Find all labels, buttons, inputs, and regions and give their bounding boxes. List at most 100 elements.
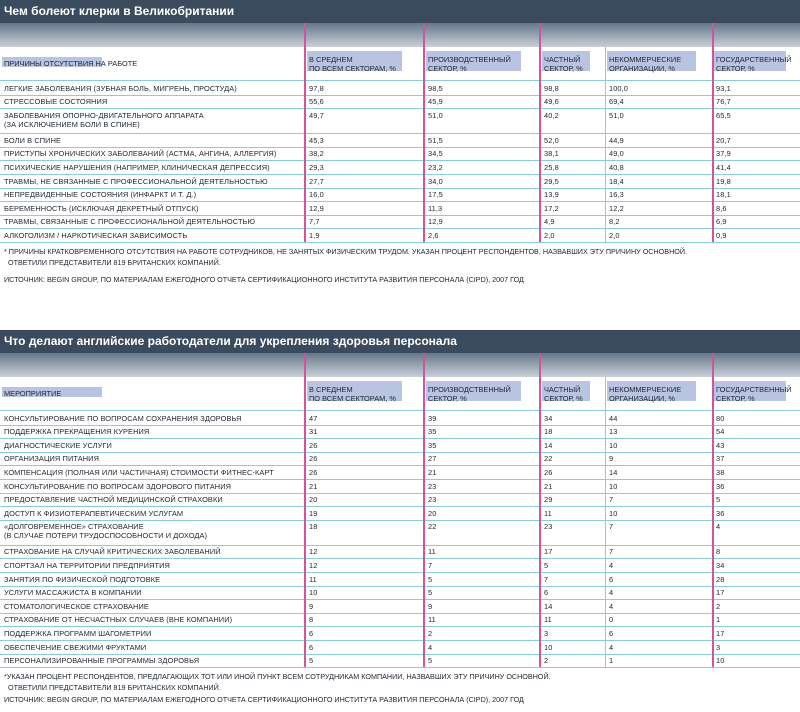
row-label: БЕРЕМЕННОСТЬ (ИСКЛЮЧАЯ ДЕКРЕТНЫЙ ОТПУСК) [4,203,199,213]
cell-value: 10 [609,481,618,491]
row-line [0,544,800,546]
cell-value: 0,9 [716,230,727,240]
row-label: ОРГАНИЗАЦИЯ ПИТАНИЯ [4,454,100,464]
column-divider [605,47,606,242]
cell-value: 18 [309,522,318,532]
cell-value: 5 [428,574,433,584]
cell-value: 4 [716,522,721,532]
row-line [0,160,800,162]
column-divider [423,353,425,668]
cell-value: 34,0 [428,176,443,186]
cell-value: 23 [544,522,553,532]
cell-value: 18 [544,427,553,437]
cell-value: 65,5 [716,110,731,120]
header-highlight [714,381,786,401]
cell-value: 11 [428,547,436,557]
note: * ПРИЧИНЫ КРАТКОВРЕМЕННОГО ОТСУТСТВИЯ НА… [4,247,688,267]
cell-value: 17 [716,628,725,638]
cell-value: 16,3 [609,190,624,200]
column-header: ГОСУДАРСТВЕННЫЙ СЕКТОР, % [716,385,792,403]
column-header: ГОСУДАРСТВЕННЫЙ СЕКТОР, % [716,55,792,73]
cell-value: 4 [609,601,614,611]
cell-value: 44 [609,413,618,423]
cell-value: 35 [428,440,437,450]
header-highlight [714,51,786,71]
row-line [0,465,800,467]
cell-value: 7,7 [309,217,320,227]
row-line [0,146,800,148]
row-label: ТРАВМЫ, НЕ СВЯЗАННЫЕ С ПРОФЕССИОНАЛЬНОЙ … [4,176,268,186]
cell-value: 23 [428,481,437,491]
header-highlight [2,387,102,397]
cell-value: 6 [609,574,614,584]
cell-value: 27,7 [309,176,324,186]
column-header: В СРЕДНЕМ ПО ВСЕМ СЕКТОРАМ, % [309,55,396,73]
row-line [0,133,800,135]
cell-value: 34,5 [428,149,443,159]
cell-value: 97,8 [309,83,324,93]
cell-value: 40,2 [544,110,559,120]
cell-value: 17 [716,588,725,598]
header-highlight [2,57,102,67]
column-divider [423,23,425,242]
column-header: МЕРОПРИЯТИЕ [4,389,62,398]
row-label: УСЛУГИ МАССАЖИСТА В КОМПАНИИ [4,588,142,598]
row-line [0,242,800,243]
column-divider [304,23,306,242]
row-label: ПОДДЕРЖКА ПРОГРАММ ШАГОМЕТРИИ [4,628,152,638]
row-line [0,108,800,110]
row-label: «ДОЛГОВРЕМЕННОЕ» СТРАХОВАНИЕ (В СЛУЧАЕ П… [4,522,208,541]
column-header: ЧАСТНЫЙ СЕКТОР, % [544,385,583,403]
row-label: ПРЕДОСТАВЛЕНИЕ ЧАСТНОЙ МЕДИЦИНСКОЙ СТРАХ… [4,495,223,505]
row-label: КОМПЕНСАЦИЯ (ПОЛНАЯ ИЛИ ЧАСТИЧНАЯ) СТОИМ… [4,467,274,477]
cell-value: 4,9 [544,217,555,227]
row-label: ЛЕГКИЕ ЗАБОЛЕВАНИЯ (ЗУБНАЯ БОЛЬ, МИГРЕНЬ… [4,83,237,93]
cell-value: 2 [716,601,721,611]
cell-value: 54 [716,427,725,437]
cell-value: 34 [716,560,725,570]
cell-value: 9 [609,454,614,464]
row-line [0,228,800,230]
row-line [0,492,800,494]
row-label: ЗАБОЛЕВАНИЯ ОПОРНО-ДВИГАТЕЛЬНОГО АППАРАТ… [4,110,204,129]
cell-value: 6 [544,588,549,598]
cell-value: 29 [544,495,553,505]
cell-value: 10 [544,642,553,652]
cell-value: 11,3 [428,203,443,213]
cell-value: 44,9 [609,135,624,145]
cell-value: 2,6 [428,230,439,240]
header-highlight [542,381,590,401]
cell-value: 21 [309,481,318,491]
cell-value: 35 [428,427,437,437]
cell-value: 8 [309,615,314,625]
row-line [0,572,800,573]
cell-value: 36 [716,481,725,491]
cell-value: 20,7 [716,135,731,145]
row-line [0,410,800,411]
cell-value: 21 [428,467,437,477]
cell-value: 17,2 [544,203,559,213]
header-highlight [307,51,402,71]
cell-value: 80 [716,413,725,423]
cell-value: 38 [716,467,725,477]
cell-value: 1,9 [309,230,320,240]
cell-value: 12 [309,560,318,570]
cell-value: 100,0 [609,83,628,93]
cell-value: 10 [609,508,618,518]
row-line [0,599,800,601]
cell-value: 7 [609,522,614,532]
cell-value: 21 [544,481,553,491]
row-label: НЕПРЕДВИДЕННЫЕ СОСТОЯНИЯ (ИНФАРКТ И Т. Д… [4,190,197,200]
cell-value: 20 [428,508,437,518]
cell-value: 26 [544,467,553,477]
cell-value: 29,5 [544,176,559,186]
cell-value: 28 [716,574,725,584]
cell-value: 26 [309,440,318,450]
row-line [0,667,800,669]
cell-value: 23,2 [428,162,443,172]
cell-value: 52,0 [544,135,559,145]
cell-value: 10 [609,440,618,450]
row-line [0,80,800,81]
cell-value: 12,9 [309,203,324,213]
cell-value: 9 [309,601,314,611]
